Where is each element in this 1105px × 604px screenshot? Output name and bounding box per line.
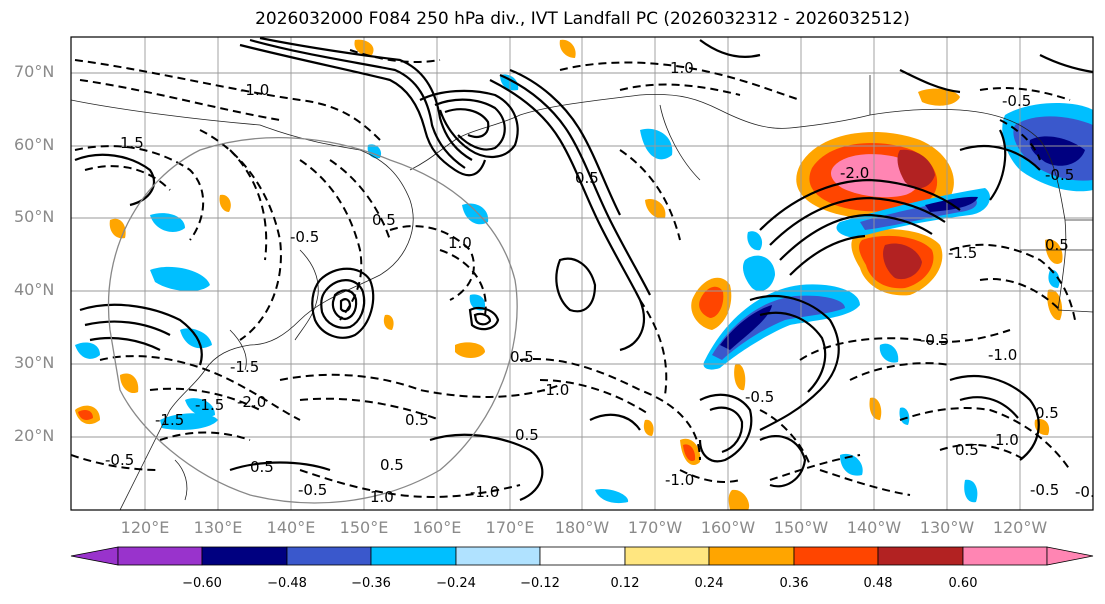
contour-label: -0.5	[920, 331, 949, 349]
contour-label: -1.0	[470, 483, 499, 501]
lon-label: 140°W	[846, 518, 902, 537]
lat-label: 40°N	[14, 280, 55, 299]
map-frame	[70, 36, 1094, 511]
contour-label: -2.0	[237, 393, 266, 411]
contour-label: 0.5	[405, 411, 429, 429]
contour-label: 0.5	[372, 211, 396, 229]
lon-label: 120°E	[120, 518, 170, 537]
lon-label: 150°W	[773, 518, 829, 537]
colorbar-tick-label: 0.24	[694, 576, 724, 591]
negative-contours	[71, 49, 1076, 498]
colorbar-segment	[70, 546, 119, 566]
colorbar-tick-label: −0.12	[520, 576, 560, 591]
contour-label: -2.0	[840, 164, 869, 182]
contour-label: 0.5	[1035, 404, 1059, 422]
colorbar-segment	[286, 546, 372, 566]
contour-label: -0.5	[1002, 92, 1031, 110]
contour-label: -0.5	[290, 228, 319, 246]
colorbar	[70, 546, 1094, 566]
landfall-circle	[107, 137, 518, 504]
colorbar-tick-label: −0.60	[182, 576, 222, 591]
colorbar-segment	[539, 546, 626, 566]
contour-label: 0.5	[250, 458, 274, 476]
contour-label: -1.5	[195, 396, 224, 414]
contour-label: 1.0	[370, 488, 394, 506]
colorbar-tick-label: −0.36	[351, 576, 391, 591]
lon-label: 150°E	[339, 518, 389, 537]
colorbar-segment	[1046, 546, 1094, 566]
contour-label: 1.0	[670, 59, 694, 77]
contour-label: 0.5	[510, 348, 534, 366]
contour-label: 0.5	[1045, 236, 1069, 254]
colorbar-segment	[708, 546, 795, 566]
colorbar-tick-label: 0.60	[948, 576, 978, 591]
colorbar-segment	[624, 546, 710, 566]
contour-label: -1.0	[540, 381, 569, 399]
lon-label: 120°W	[992, 518, 1048, 537]
colorbar-tick-label: −0.48	[267, 576, 307, 591]
colorbar-segment	[793, 546, 879, 566]
chart-title: 2026032000 F084 250 hPa div., IVT Landfa…	[255, 9, 910, 29]
colorbar-tick-label: 0.48	[863, 576, 893, 591]
colorbar-segment	[962, 546, 1048, 566]
lon-label: 130°E	[193, 518, 243, 537]
contour-label: -1.5	[230, 358, 259, 376]
contour-label: -1.0	[665, 471, 694, 489]
contour-label: -0.5	[105, 451, 134, 469]
colorbar-tick-label: −0.24	[436, 576, 476, 591]
lon-label: 170°E	[485, 518, 535, 537]
colorbar-segment	[117, 546, 203, 566]
contour-label: -0.5	[1075, 483, 1104, 501]
lat-label: 20°N	[14, 426, 55, 445]
colorbar-segment	[877, 546, 964, 566]
contour-label: -0.5	[1030, 481, 1059, 499]
lon-label: 130°W	[919, 518, 975, 537]
lon-label: 170°W	[627, 518, 683, 537]
contour-label: 0.5	[955, 441, 979, 459]
lon-label: 160°E	[412, 518, 462, 537]
lat-label: 70°N	[14, 62, 55, 81]
contour-label: -0.5	[298, 481, 327, 499]
colorbar-segment	[370, 546, 457, 566]
colorbar-tick-label: 0.12	[610, 576, 640, 591]
lon-label: 180°W	[554, 518, 610, 537]
contour-label: -1.5	[948, 244, 977, 262]
contour-label: -0.5	[1045, 166, 1074, 184]
contour-label: 0.5	[380, 456, 404, 474]
contour-label: -1.5	[155, 411, 184, 429]
contour-labels: -1.0 -1.5 -2.0 -0.5 0.5 1.0 1.5 -2.0 -1.…	[105, 59, 1104, 506]
colorbar-segment	[455, 546, 541, 566]
contour-label: 1.5	[120, 134, 144, 152]
contour-label: -1.0	[988, 346, 1017, 364]
contour-label: 0.5	[575, 169, 599, 187]
contour-label: 1.0	[448, 234, 472, 252]
positive-contours	[74, 37, 1093, 502]
map-grid	[71, 37, 1093, 510]
contour-label: 1.0	[995, 431, 1019, 449]
lat-label: 60°N	[14, 135, 55, 154]
lon-label: 160°W	[700, 518, 756, 537]
contour-label: -0.5	[745, 388, 774, 406]
contour-label: 0.5	[515, 426, 539, 444]
lon-label: 140°E	[266, 518, 316, 537]
colorbar-segment	[201, 546, 288, 566]
lat-label: 50°N	[14, 207, 55, 226]
colorbar-tick-label: 0.36	[779, 576, 809, 591]
coastlines	[71, 75, 1093, 510]
lat-label: 30°N	[14, 353, 55, 372]
contour-label: -1.0	[240, 81, 269, 99]
